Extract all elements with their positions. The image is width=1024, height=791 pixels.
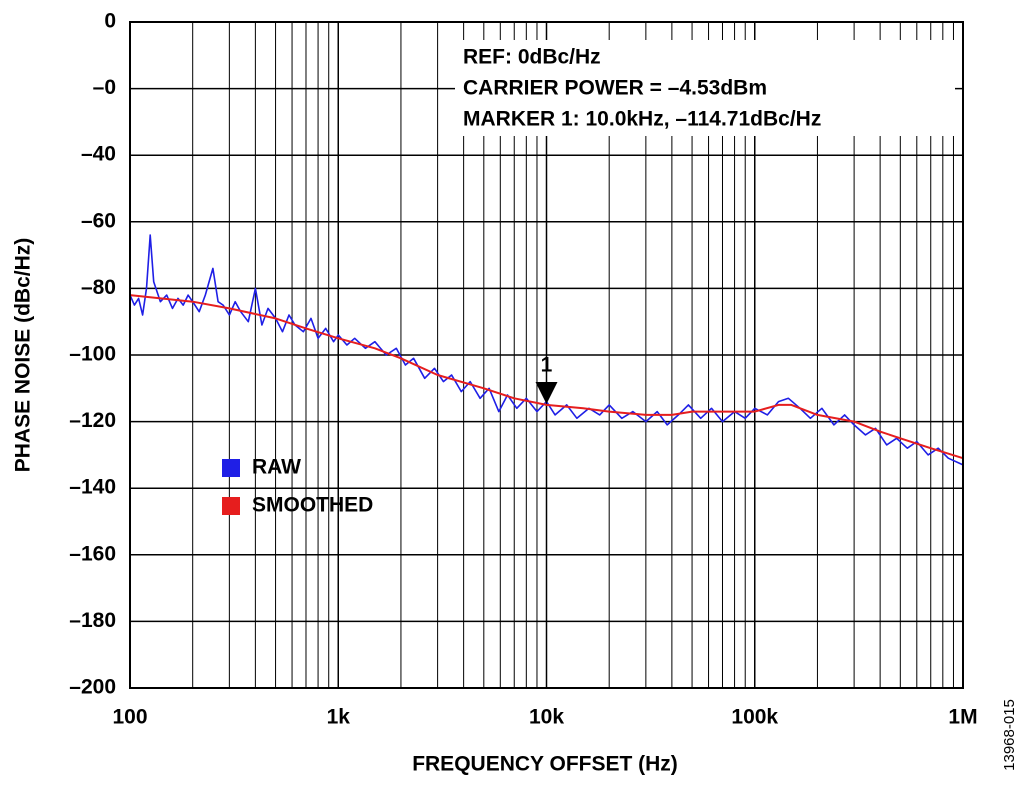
legend-label: SMOOTHED (252, 494, 373, 517)
x-tick-label: 100k (731, 706, 778, 729)
y-tick-label: –140 (69, 476, 116, 499)
x-tick-label: 100 (112, 706, 147, 729)
annotation: CARRIER POWER = –4.53dBm (463, 77, 767, 100)
y-axis-label: PHASE NOISE (dBc/Hz) (12, 238, 35, 473)
y-tick-label: –120 (69, 409, 116, 432)
x-tick-label: 10k (529, 706, 564, 729)
figure-id: 13968-015 (1001, 699, 1018, 771)
legend-swatch (222, 459, 240, 477)
y-tick-label: –80 (81, 276, 116, 299)
annotation: REF: 0dBc/Hz (463, 46, 601, 69)
x-tick-label: 1M (948, 706, 977, 729)
x-tick-label: 1k (327, 706, 351, 729)
legend-swatch (222, 497, 240, 515)
legend-label: RAW (252, 456, 301, 479)
y-tick-label: –0 (93, 76, 116, 99)
annotation: MARKER 1: 10.0kHz, –114.71dBc/Hz (463, 108, 821, 131)
plot-frame (129, 21, 964, 689)
y-tick-label: –160 (69, 542, 116, 565)
y-tick-label: –180 (69, 609, 116, 632)
annotation-background (455, 40, 955, 136)
series-line (129, 234, 964, 466)
marker-label: 1 (541, 354, 553, 377)
y-tick-label: 0 (104, 10, 116, 33)
marker-triangle (535, 381, 558, 404)
x-axis-label: FREQUENCY OFFSET (Hz) (412, 753, 678, 776)
series-line (129, 294, 964, 460)
y-tick-label: –100 (69, 343, 116, 366)
y-tick-label: –200 (69, 676, 116, 699)
y-tick-label: –40 (81, 143, 116, 166)
y-tick-label: –60 (81, 209, 116, 232)
